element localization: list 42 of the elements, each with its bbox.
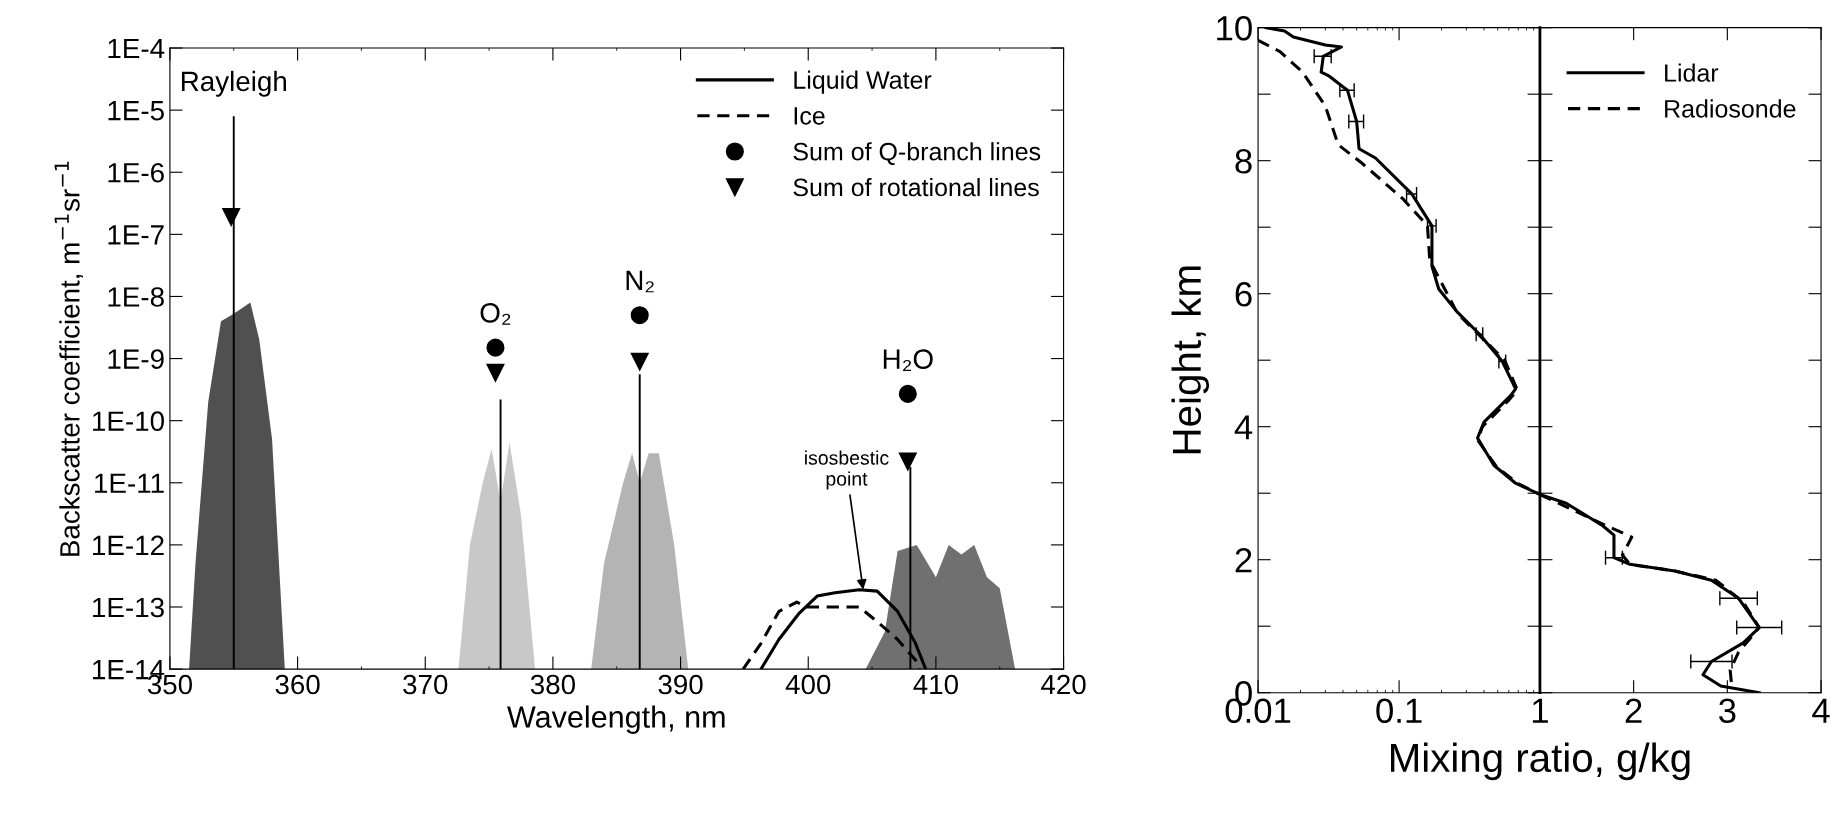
annotation: O₂: [480, 303, 511, 325]
x-axis-title: Wavelength, nm: [507, 705, 725, 734]
x-tick-label: 420: [1041, 674, 1086, 695]
x-tick-label: 1: [1532, 698, 1548, 723]
x-tick-label: 370: [403, 674, 448, 695]
annotation: Rayleigh: [181, 70, 286, 97]
annotation: N₂: [626, 270, 654, 293]
y-tick-label: 1E-6: [108, 162, 164, 183]
x-axis-title: Mixing ratio, g/kg: [1391, 742, 1690, 781]
y-axis-title: Height, km: [1171, 266, 1210, 454]
y-tick-label: 1E-7: [108, 225, 164, 245]
annotation: isosbestic point: [805, 450, 889, 490]
legend-label: Liquid Water: [794, 70, 932, 94]
y-tick-label: 1E-5: [108, 101, 164, 121]
y-tick-label: 1E-12: [93, 535, 164, 555]
x-tick-label: 2: [1625, 698, 1642, 723]
x-tick-label: 3: [1719, 698, 1736, 724]
y-tick-label: 4: [1234, 415, 1253, 440]
x-tick-label: 390: [658, 674, 703, 695]
y-tick-label: 2: [1235, 548, 1252, 573]
legend-label: Sum of Q-branch lines: [793, 142, 1041, 165]
y-tick-label: 8: [1235, 149, 1252, 174]
legend-label: Ice: [794, 107, 825, 125]
y-tick-label: 6: [1235, 282, 1252, 307]
x-tick-label: 4: [1812, 698, 1830, 723]
x-tick-label: 360: [275, 674, 320, 695]
y-tick-label: 1E-8: [108, 287, 164, 307]
y-tick-label: 1E-10: [93, 411, 164, 432]
y-tick-label: 1E-4: [108, 38, 165, 59]
y-tick-label: 1E-9: [108, 349, 164, 369]
y-axis-title: Backscatter coefficient, m$^{−1}$sr$^{−1}$: [54, 161, 83, 556]
y-tick-label: 10: [1217, 16, 1252, 41]
legend-label: Sum of rotational lines: [793, 177, 1039, 197]
x-tick-label: 0.1: [1376, 698, 1422, 724]
legend-label: Radiosonde: [1665, 99, 1796, 118]
x-tick-label: 410: [913, 674, 958, 695]
annotation: H₂O: [883, 349, 933, 372]
x-tick-label: 380: [530, 674, 575, 695]
x-tick-label: 400: [785, 674, 831, 695]
y-tick-label: 1E-11: [95, 473, 164, 493]
legend-label: Lidar: [1665, 63, 1719, 82]
y-tick-label: 1E-13: [93, 597, 164, 618]
